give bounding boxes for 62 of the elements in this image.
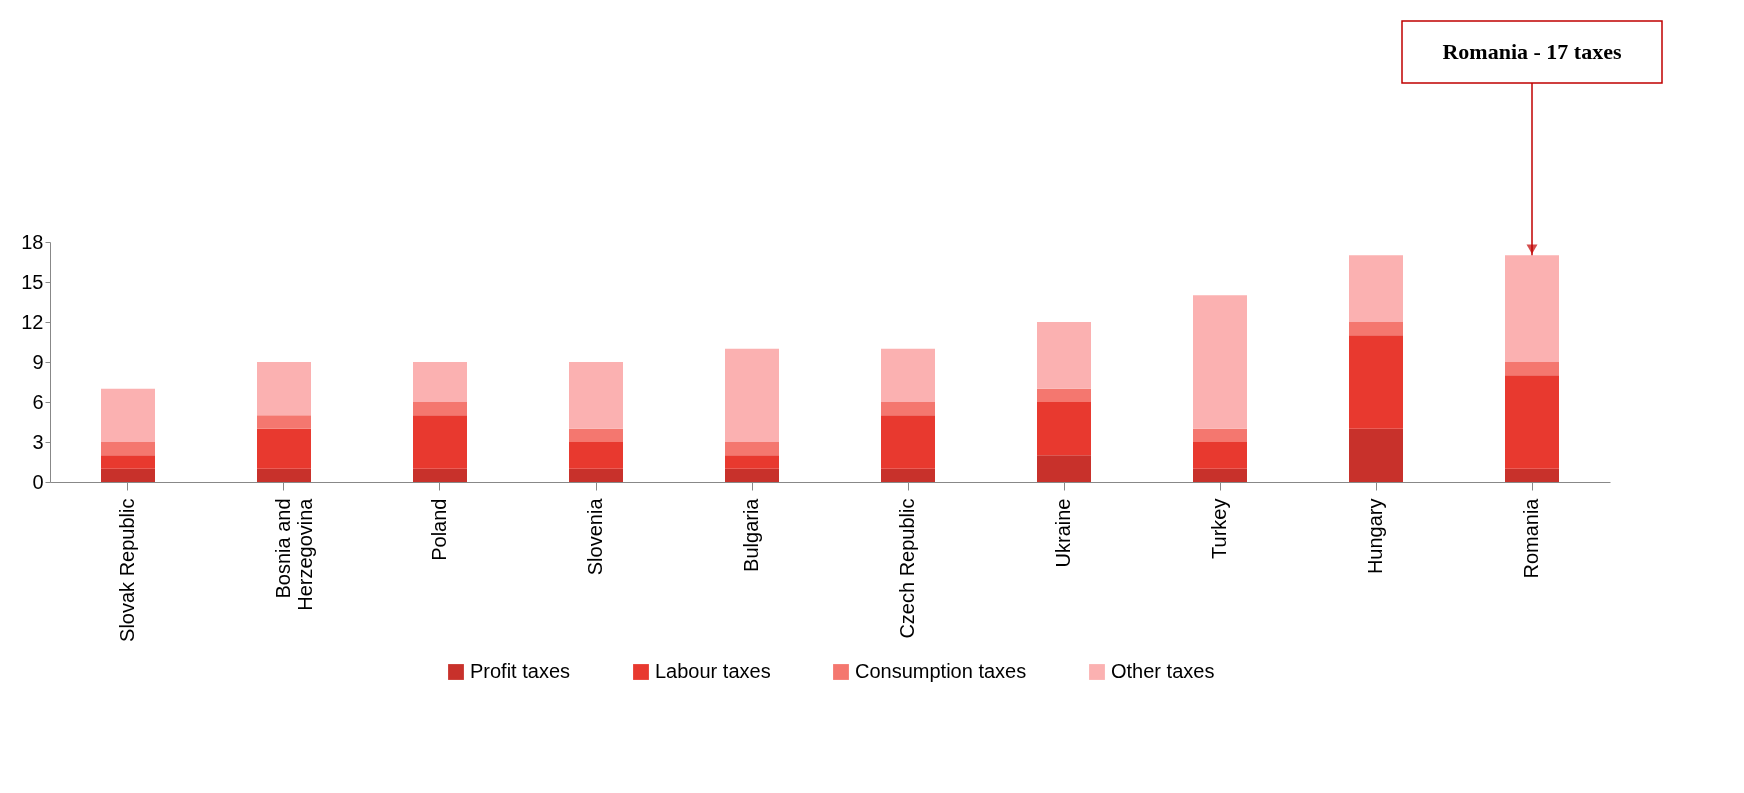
bar [725,348,779,442]
y-tick-label: 6 [32,390,44,413]
y-tick-label: 18 [21,230,44,253]
bar [413,362,467,402]
x-tick-label: Romania [1520,497,1542,579]
bar [413,415,467,469]
bar [1505,375,1559,469]
bar [725,442,779,456]
bar [1193,428,1247,442]
x-tick-label: Bulgaria [740,497,762,572]
y-tick-label: 0 [32,470,44,493]
y-tick-label: 3 [32,430,44,453]
bar [1505,362,1559,376]
bar [881,468,935,482]
bar [881,402,935,416]
bar [257,415,311,429]
bar [1037,402,1091,456]
x-tick-label: Slovak Republic [116,498,138,642]
x-tick-label: Czech Republic [896,498,918,639]
bar [1349,255,1403,322]
bar [1037,322,1091,389]
bar [101,468,155,482]
x-tick-label: Slovenia [584,497,606,576]
bar [101,455,155,469]
y-tick-label: 12 [21,310,44,333]
bar [569,362,623,429]
bar [1349,322,1403,336]
x-tick-label: Turkey [1208,498,1230,559]
legend-label: Consumption taxes [855,660,1027,682]
x-tick-label: Ukraine [1052,498,1074,568]
bar [1349,335,1403,429]
bar [725,455,779,469]
x-tick-label: Bosnia and Herzegovina [272,497,316,611]
bar [1193,468,1247,482]
legend-label: Profit taxes [470,660,571,682]
bar [1193,295,1247,429]
bar [1037,455,1091,482]
bar [257,428,311,469]
legend-label: Labour taxes [655,660,771,682]
bar [101,388,155,442]
bar [1349,428,1403,482]
bar [1193,442,1247,469]
bar [725,468,779,482]
bar [1505,468,1559,482]
y-tick-label: 15 [21,270,44,293]
bar [1505,255,1559,362]
legend-label: Other taxes [1111,660,1215,682]
annotation: Romania - 17 taxes [1442,39,1622,64]
bar [413,468,467,482]
y-tick-label: 9 [32,350,44,373]
bar [257,468,311,482]
bar [881,415,935,469]
x-tick-label: Poland [428,498,450,561]
bar [413,402,467,416]
bar [881,348,935,402]
bar [1037,388,1091,402]
bar [569,468,623,482]
bar [569,428,623,442]
bar [101,442,155,456]
x-tick-label: Hungary [1364,498,1386,575]
bar [257,362,311,416]
bar [569,442,623,469]
